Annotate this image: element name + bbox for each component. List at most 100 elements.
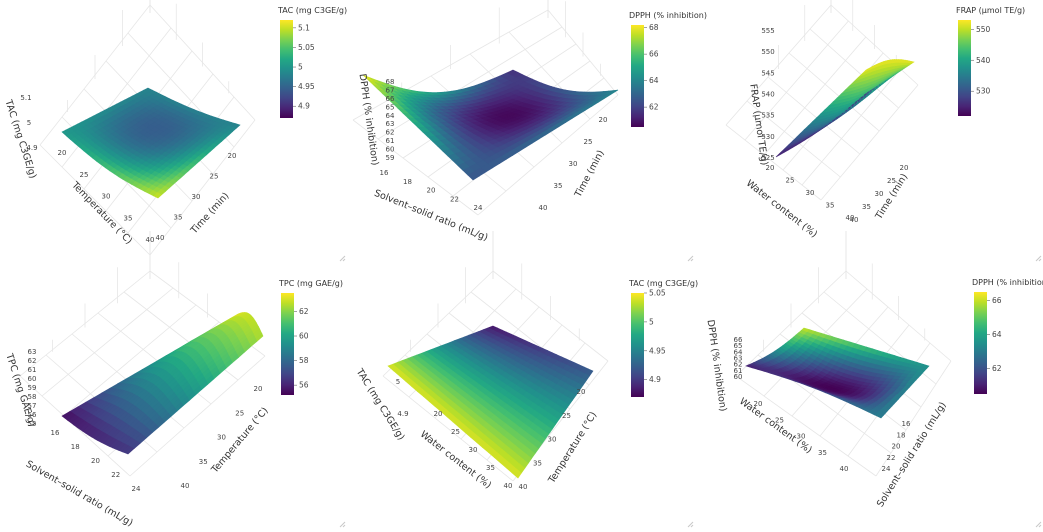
x-tick-label: 40 bbox=[840, 465, 849, 473]
colorbar-title: FRAP (μmol TE/g) bbox=[956, 6, 1025, 15]
floor-gridline bbox=[377, 26, 563, 140]
z-tick-label: 525 bbox=[761, 154, 774, 162]
x-tick-label: 30 bbox=[102, 193, 111, 201]
floor-gridline bbox=[352, 119, 479, 216]
y-tick-label: 20 bbox=[577, 388, 586, 396]
z-tick-label: 68 bbox=[386, 78, 395, 86]
colorbar-title: TAC (mg C3GE/g) bbox=[277, 6, 347, 15]
z-tick-label: 4.9 bbox=[397, 410, 408, 418]
x-tick-label: 20 bbox=[58, 149, 67, 157]
x-axis-title: Solvent–solid ratio (mL/g) bbox=[24, 459, 135, 529]
colorbar bbox=[281, 293, 294, 395]
z-tick-label: 550 bbox=[761, 48, 774, 56]
y-tick-label: 35 bbox=[533, 459, 542, 467]
colorbar-tick-label: 4.95 bbox=[298, 82, 315, 91]
floor-gridline bbox=[788, 52, 880, 132]
z-tick-label: 59 bbox=[28, 384, 37, 392]
y-tick-label: 25 bbox=[584, 138, 593, 146]
y-axis-title: Time (min) bbox=[572, 148, 606, 200]
surface-chart-frap-water-time[interactable]: 555 550 545 540 535 530 525 20 25 30 35 40 20 25 30 35 4… bbox=[696, 0, 1043, 266]
surface bbox=[362, 69, 619, 181]
y-tick-label: 25 bbox=[210, 173, 219, 181]
surface-chart-tpc-ratio-temperature[interactable]: 63 62 61 60 59 58 57 56 55 16 18 20 22 24 20 25 30 35 40 TP… bbox=[0, 231, 347, 532]
z-tick-label: 63 bbox=[28, 348, 37, 356]
floor-gridline bbox=[63, 304, 197, 417]
z-tick-label: 61 bbox=[386, 137, 395, 145]
floor-gridline bbox=[746, 100, 841, 178]
chart-svg: 6867666564636261605916182022242025303540… bbox=[352, 0, 707, 262]
x-tick-label: 30 bbox=[806, 189, 815, 197]
colorbar-title: DPPH (% inhibition) bbox=[629, 11, 707, 20]
z-tick-label: 62 bbox=[734, 361, 743, 369]
floor-gridline bbox=[477, 94, 619, 216]
x-tick-label: 35 bbox=[124, 214, 133, 222]
colorbar-title: DPPH (% inhibition) bbox=[972, 278, 1043, 287]
y-tick-label: 30 bbox=[875, 190, 884, 198]
z-tick-label: 4.9 bbox=[26, 144, 37, 152]
colorbar-tick-label: 5.05 bbox=[298, 43, 315, 52]
y-tick-label: 40 bbox=[519, 483, 528, 491]
resize-handle bbox=[1035, 255, 1042, 262]
y-tick-label: 25 bbox=[887, 177, 896, 185]
floor-gridline bbox=[744, 20, 849, 141]
z-tick-label: 56 bbox=[28, 411, 37, 419]
x-tick-label: 40 bbox=[846, 214, 855, 222]
x-tick-label: 16 bbox=[51, 429, 60, 437]
x-axis-title: Solvent–solid ratio (mL/g) bbox=[372, 188, 489, 244]
surface-chart-dpph-ratio-time[interactable]: 68 67 66 65 64 63 62 61 60 59 16 18 20 22 24 20 25 30 35 40… bbox=[348, 0, 707, 266]
x-tick-label: 22 bbox=[450, 195, 459, 203]
x-axis-title: Water content (%) bbox=[737, 396, 814, 456]
colorbar-tick-label: 5 bbox=[298, 63, 303, 72]
floor-gridline bbox=[809, 28, 899, 109]
colorbar bbox=[280, 20, 293, 118]
colorbar-title: TAC (mg C3GE/g) bbox=[628, 279, 698, 288]
colorbar-tick-label: 66 bbox=[649, 50, 659, 59]
surface bbox=[61, 312, 264, 455]
x-tick-label: 24 bbox=[474, 204, 483, 212]
y-tick-label: 30 bbox=[548, 436, 557, 444]
z-tick-label: 61 bbox=[734, 367, 743, 375]
surface-chart-dpph-water-ratio[interactable]: 66 65 64 63 62 61 60 20 25 30 35 40 16 18 20 22 24 DPPH (… bbox=[696, 231, 1043, 532]
x-axis-title: Water content (%) bbox=[744, 178, 819, 240]
surface bbox=[61, 87, 241, 199]
x-tick-label: 18 bbox=[71, 443, 80, 451]
y-tick-label: 20 bbox=[599, 116, 608, 124]
z-tick-label: 65 bbox=[386, 103, 395, 111]
colorbar-tick-label: 4.9 bbox=[649, 375, 661, 384]
colorbar-tick-label: 5.05 bbox=[649, 289, 666, 298]
z-tick-label: 5.1 bbox=[20, 94, 31, 102]
x-tick-label: 18 bbox=[403, 178, 412, 186]
resize-handle bbox=[687, 255, 694, 262]
y-tick-label: 20 bbox=[254, 385, 263, 393]
y-tick-label: 35 bbox=[174, 214, 183, 222]
x-tick-label: 40 bbox=[504, 482, 513, 490]
x-tick-label: 35 bbox=[826, 202, 835, 210]
y-tick-label: 22 bbox=[887, 454, 896, 462]
z-tick-label: 530 bbox=[761, 133, 774, 141]
x-tick-label: 25 bbox=[451, 428, 460, 436]
z-tick-label: 535 bbox=[761, 112, 774, 120]
z-tick-label: 540 bbox=[761, 91, 774, 99]
surface-chart-tac-temperature-time[interactable]: 5.1 5 4.9 20 25 30 35 40 20 25 30 35 40 TAC (mg C3GE/… bbox=[0, 0, 347, 266]
y-tick-label: 20 bbox=[900, 164, 909, 172]
z-tick-label: 59 bbox=[386, 154, 395, 162]
z-tick-label: 57 bbox=[28, 402, 37, 410]
x-tick-label: 24 bbox=[132, 485, 141, 493]
x-tick-label: 30 bbox=[469, 446, 478, 454]
z-tick-label: 555 bbox=[761, 27, 774, 35]
y-tick-label: 30 bbox=[569, 160, 578, 168]
x-tick-label: 20 bbox=[754, 400, 763, 408]
z-tick-label: 545 bbox=[761, 69, 774, 77]
colorbar-tick-label: 64 bbox=[992, 330, 1002, 339]
surface bbox=[775, 59, 915, 158]
colorbar-tick-label: 60 bbox=[299, 332, 309, 341]
y-tick-label: 35 bbox=[554, 182, 563, 190]
colorbar bbox=[631, 293, 644, 397]
surface-chart-tac-water-temperature[interactable]: 5 4.9 20 25 30 35 40 20 25 30 35 40 TAC (mg C3GE/g) W… bbox=[348, 231, 698, 532]
z-tick-label: 5 bbox=[27, 119, 31, 127]
z-tick-label: 60 bbox=[386, 146, 395, 154]
surface-patch bbox=[511, 467, 522, 479]
colorbar bbox=[974, 292, 987, 394]
